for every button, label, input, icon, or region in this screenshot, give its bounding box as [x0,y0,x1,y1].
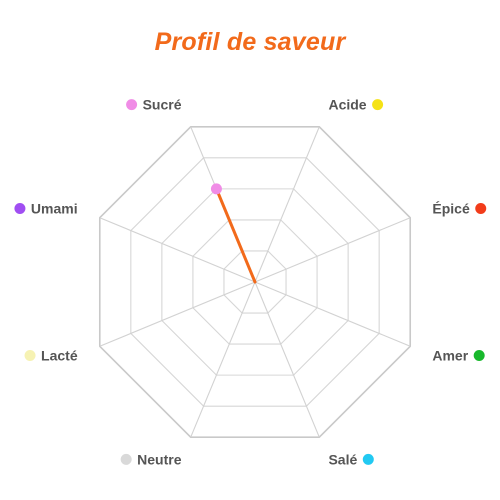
spoke-3 [254,217,411,283]
axis-label-group: Salé [328,451,374,467]
axis-label: Umami [31,201,78,217]
axis-label-group: Sucré [126,97,182,113]
axis-label-group: Umami [14,201,78,217]
spoke-7 [99,281,256,347]
axis-label: Amer [432,347,468,363]
axis-label: Sucré [143,97,182,113]
spoke-5 [254,281,320,438]
radar-series [210,183,257,284]
axis-labels: Sucré Acide Épicé Amer Salé Neutre Lacté Umami [14,97,487,467]
spoke-6 [190,281,256,438]
spoke-8 [99,217,256,283]
axis-label-group: Lacté [24,347,78,363]
axis-label-group: Amer [432,347,485,363]
axis-label-group: Neutre [120,451,182,467]
axis-label: Épicé [432,201,470,217]
legend-dot [372,99,384,111]
axis-label-group: Acide [328,97,384,113]
legend-dot [362,453,374,465]
spoke-4 [254,281,411,347]
series-line [214,187,257,284]
axis-label: Salé [328,451,357,467]
legend-dot [475,203,487,215]
legend-dot [126,99,138,111]
legend-dot [24,349,36,361]
legend-dot [14,203,26,215]
axis-label: Acide [328,97,366,113]
axis-label: Lacté [41,347,78,363]
legend-dot [120,453,132,465]
data-point [210,183,222,195]
chart-title: Profil de saveur [154,28,346,56]
axis-label-group: Épicé [432,201,487,217]
spoke-2 [254,126,320,283]
legend-dot [473,349,485,361]
axis-label: Neutre [137,451,182,467]
